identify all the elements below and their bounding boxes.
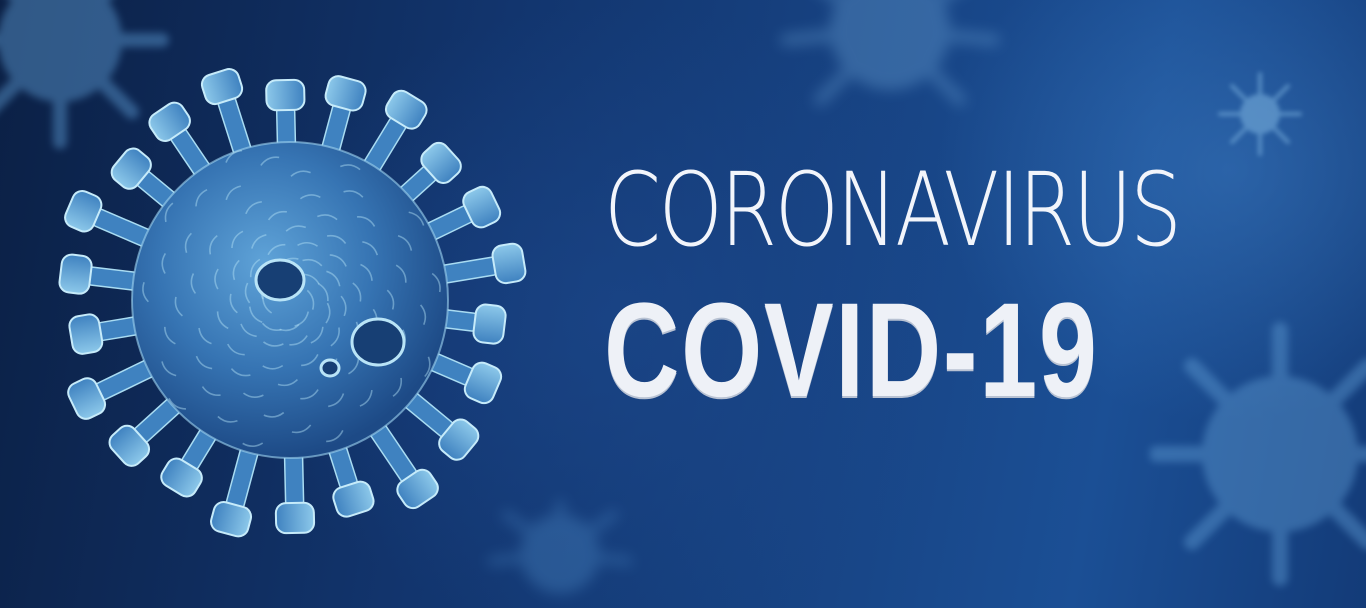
texture-stroke	[310, 326, 324, 344]
virus-craters	[254, 258, 406, 378]
texture-stroke	[306, 289, 315, 310]
background-virus-bottom-center	[487, 500, 633, 594]
texture-stroke	[297, 241, 318, 247]
texture-stroke	[300, 389, 319, 400]
texture-stroke	[168, 398, 187, 410]
texture-stroke	[397, 234, 413, 251]
texture-stroke	[232, 259, 240, 281]
texture-stroke	[245, 201, 262, 215]
texture-stroke	[329, 254, 347, 267]
texture-stroke	[225, 149, 243, 163]
texture-stroke	[424, 356, 431, 378]
background-virus-small-right	[1218, 72, 1302, 156]
texture-stroke	[242, 442, 264, 448]
texture-stroke	[184, 232, 192, 253]
texture-stroke	[201, 386, 221, 396]
texture-stroke	[164, 326, 176, 345]
texture-stroke	[294, 311, 310, 327]
texture-stroke	[419, 304, 427, 325]
texture-stroke	[251, 234, 267, 249]
texture-stroke	[340, 164, 361, 171]
texture-stroke	[161, 361, 177, 377]
texture-stroke	[299, 194, 321, 200]
texture-stroke	[260, 156, 280, 166]
texture-stroke	[249, 258, 261, 278]
texture-stroke	[317, 282, 329, 302]
texture-stroke	[190, 273, 197, 294]
texture-stroke	[395, 264, 407, 283]
texture-stroke	[161, 253, 167, 274]
texture-stroke	[360, 263, 373, 281]
headline-covid-19: COVID-19	[604, 276, 1099, 425]
texture-stroke	[352, 282, 362, 302]
texture-stroke	[174, 296, 183, 317]
texture-stroke	[359, 389, 373, 407]
virus-body	[131, 141, 449, 459]
texture-stroke	[227, 343, 245, 356]
texture-stroke	[248, 306, 263, 324]
texture-stroke	[164, 202, 174, 223]
texture-stroke	[263, 411, 285, 418]
texture-stroke	[244, 282, 251, 304]
texture-stroke	[262, 294, 273, 314]
texture-stroke	[142, 281, 149, 303]
texture-stroke	[343, 190, 364, 198]
texture-stroke	[328, 393, 345, 408]
texture-stroke	[356, 216, 376, 227]
texture-stroke	[285, 225, 307, 232]
texture-stroke	[340, 295, 347, 317]
texture-stroke	[261, 322, 282, 331]
texture-stroke	[386, 289, 395, 310]
texture-stroke	[290, 170, 311, 177]
texture-stroke	[326, 234, 347, 244]
texture-stroke	[225, 185, 241, 201]
texture-stroke	[330, 327, 340, 347]
texture-stroke	[279, 323, 300, 332]
headline: CORONAVIRUS COVID-19	[604, 160, 1304, 418]
texture-stroke	[262, 364, 284, 370]
texture-stroke	[362, 241, 379, 256]
background-virus-bottom-right	[1150, 322, 1366, 586]
texture-stroke	[301, 354, 319, 367]
texture-stroke	[216, 311, 229, 330]
texture-stroke	[263, 341, 284, 347]
texture-stroke	[408, 211, 425, 226]
texture-stroke	[277, 378, 298, 387]
texture-stroke	[229, 293, 238, 314]
texture-stroke	[209, 234, 218, 255]
texture-stroke	[267, 210, 287, 221]
texture-stroke	[214, 268, 219, 290]
texture-stroke	[431, 272, 441, 293]
texture-stroke	[243, 392, 264, 398]
texture-stroke	[302, 258, 323, 267]
texture-stroke	[198, 327, 212, 345]
texture-stroke	[317, 214, 338, 221]
texture-stroke	[326, 429, 344, 443]
background-virus-top-center	[780, 0, 1000, 106]
texture-stroke	[325, 302, 331, 324]
texture-stroke	[291, 424, 312, 434]
texture-stroke	[217, 415, 238, 423]
coronavirus-particle-illustration	[58, 68, 527, 538]
texture-stroke	[231, 230, 244, 249]
texture-stroke	[195, 355, 213, 370]
texture-stroke	[240, 323, 257, 338]
texture-stroke	[326, 270, 341, 287]
texture-stroke	[267, 243, 286, 256]
texture-stroke	[392, 377, 403, 397]
background-virus-top-left	[0, 0, 169, 149]
texture-stroke	[230, 368, 251, 377]
texture-stroke	[195, 188, 208, 207]
texture-stroke	[289, 335, 308, 346]
headline-coronavirus: CORONAVIRUS	[604, 151, 1182, 270]
